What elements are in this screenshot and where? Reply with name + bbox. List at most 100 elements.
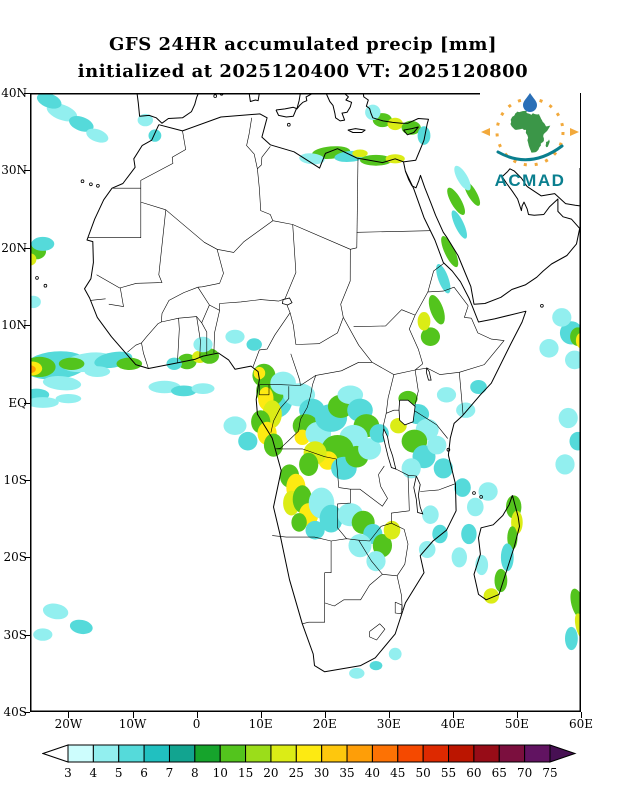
lon-tick (196, 712, 198, 718)
country-border (371, 362, 416, 375)
precip-shaded-area (539, 339, 559, 358)
lat-axis-label: 10N (1, 318, 27, 333)
lat-tick (24, 557, 30, 559)
precip-shaded-area (420, 327, 440, 346)
country-border (420, 483, 456, 492)
colorbar-label: 65 (492, 766, 507, 780)
coastline (84, 113, 527, 673)
precip-shaded-area (299, 153, 325, 165)
title-line-1: GFS 24HR accumulated precip [mm] (109, 34, 497, 55)
precip-shaded-area (42, 376, 82, 391)
country-border (276, 448, 351, 490)
country-border (300, 362, 373, 386)
colorbar-box (143, 744, 170, 763)
precip-shaded-area (58, 357, 85, 370)
island (540, 304, 544, 308)
lat-tick (24, 712, 30, 713)
precip-shaded-area (428, 294, 445, 325)
precip-shaded-area (193, 336, 213, 353)
island (446, 447, 451, 452)
country-border (407, 475, 410, 511)
country-border (213, 310, 220, 354)
map-svg (21, 92, 588, 712)
coastline (403, 126, 419, 136)
colorbar: 3 4 5 6 7 8 10 15 20 25 30 35 40 45 50 55 60 65 70 75 (42, 744, 577, 780)
country-border (219, 298, 286, 311)
colorbar-box (448, 744, 475, 763)
colorbar-label: 50 (416, 766, 431, 780)
precip-shaded-area (319, 504, 343, 533)
colorbar-box (422, 744, 450, 763)
precip-shaded-area (401, 120, 421, 135)
lat-axis-label: 20N (1, 240, 27, 255)
precip-shaded-area (555, 454, 575, 475)
colorbar-box (270, 744, 297, 763)
logo-arrow-left-icon (481, 128, 490, 136)
country-border (337, 489, 351, 539)
country-border (272, 220, 357, 250)
logo-madagascar-silhouette (545, 139, 550, 148)
precip-shaded-area (33, 628, 53, 641)
lon-axis-label: 60E (568, 717, 594, 731)
precip-shaded-area (116, 357, 143, 370)
precip-shaded-area (417, 312, 431, 331)
island (89, 182, 93, 187)
precip-shaded-area (366, 551, 386, 572)
country-border (356, 157, 359, 248)
precip-shaded-area (352, 149, 368, 158)
precip-shaded-area (171, 385, 197, 397)
country-border (290, 353, 301, 386)
country-border (324, 574, 383, 607)
colorbar-box (397, 744, 424, 763)
country-border (391, 510, 410, 524)
figure-title: GFS 24HR accumulated precip [mm] initial… (78, 31, 528, 85)
colorbar-label: 6 (140, 766, 148, 780)
precip-shaded-area (417, 126, 431, 145)
precip-shaded-area (42, 603, 69, 620)
coastline (473, 495, 520, 601)
colorbar-box (473, 744, 500, 763)
colorbar-box (219, 744, 247, 763)
colorbar-label: 20 (263, 766, 278, 780)
country-border (459, 372, 464, 415)
colorbar-label: 15 (238, 766, 253, 780)
colorbar-label: 35 (339, 766, 354, 780)
lon-tick (68, 712, 70, 718)
coastline (136, 92, 199, 124)
lat-tick (24, 325, 30, 327)
colorbar-arrow-right (549, 744, 577, 763)
country-border (356, 230, 431, 233)
precip-shaded-area (86, 128, 109, 143)
lon-tick (132, 712, 134, 718)
country-border (340, 249, 351, 318)
precip-shaded-area (137, 113, 153, 127)
country-border (358, 522, 392, 542)
colorbar-label: 55 (441, 766, 456, 780)
precip-shaded-area (454, 478, 471, 497)
precip-shaded-area (433, 458, 453, 479)
colorbar-label: 25 (289, 766, 304, 780)
water-drop-icon (523, 93, 537, 112)
colorbar-label: 7 (166, 766, 174, 780)
country-border (284, 224, 297, 299)
lon-axis-label: 0 (192, 717, 201, 731)
precip-shaded-area (451, 210, 468, 239)
lon-tick (324, 712, 326, 718)
colorbar-label: 8 (191, 766, 199, 780)
country-border (161, 249, 224, 323)
lake (281, 297, 293, 306)
lon-axis-label: 10W (118, 717, 147, 731)
precip-shaded-area (55, 394, 82, 404)
coastline (325, 92, 353, 122)
logo-arrow-right-icon (570, 128, 579, 136)
lat-tick (24, 479, 30, 481)
precip-shaded-area (565, 626, 578, 651)
country-border (141, 321, 162, 344)
precip-shaded-area (84, 366, 111, 377)
precip-shaded-area (436, 264, 451, 294)
country-border (96, 209, 167, 289)
country-border (413, 369, 419, 411)
lon-axis-label: 20E (312, 717, 337, 731)
colorbar-label: 10 (213, 766, 228, 780)
precip-shaded-area (478, 482, 498, 501)
